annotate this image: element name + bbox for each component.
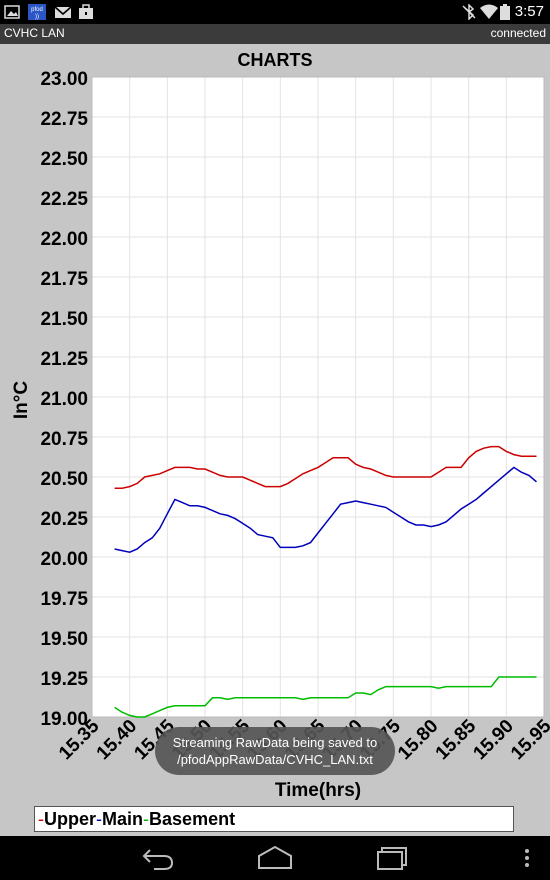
legend-swatch-upper: - bbox=[38, 809, 44, 829]
wifi-icon bbox=[480, 4, 498, 19]
pfod-app-icon: pfod )) bbox=[28, 4, 46, 20]
grid bbox=[91, 76, 545, 718]
x-tick-label: 15.40 bbox=[93, 716, 141, 764]
legend-label-upper: Upper bbox=[44, 809, 97, 829]
navigation-bar bbox=[0, 836, 550, 880]
app-title-bar: CVHC LAN connected bbox=[0, 24, 550, 44]
home-icon[interactable] bbox=[256, 844, 294, 872]
battery-icon bbox=[500, 4, 510, 20]
x-tick-label: 15.95 bbox=[507, 715, 550, 764]
temperature-chart: 19.00 19.25 19.50 19.75 20.00 20.25 20.50 20.75… bbox=[11, 50, 550, 801]
chart-legend: -Upper-Main-Basement bbox=[34, 806, 514, 832]
x-tick-label: 15.85 bbox=[432, 715, 481, 764]
x-tick-label: 15.80 bbox=[394, 716, 442, 764]
y-tick-label: 19.00 bbox=[40, 709, 88, 730]
y-tick-label: 21.50 bbox=[40, 309, 88, 330]
status-bar: pfod )) 3:57 bbox=[0, 0, 550, 24]
plot-border bbox=[91, 76, 545, 718]
svg-text:)): )) bbox=[35, 14, 39, 20]
legend-swatch-basement: - bbox=[143, 809, 150, 829]
series-line-basement bbox=[114, 676, 537, 718]
y-tick-label: 20.50 bbox=[40, 469, 88, 490]
y-tick-label: 19.50 bbox=[40, 629, 88, 650]
y-tick-label: 21.75 bbox=[40, 269, 88, 290]
y-tick-label: 20.75 bbox=[40, 429, 88, 450]
gmail-icon bbox=[54, 6, 72, 18]
y-tick-label: 21.00 bbox=[40, 389, 88, 410]
svg-text:pfod: pfod bbox=[31, 7, 43, 13]
back-icon[interactable] bbox=[140, 844, 176, 872]
connection-status: connected bbox=[490, 26, 546, 40]
y-tick-label: 23.00 bbox=[40, 69, 88, 90]
chart-area: 19.00 19.25 19.50 19.75 20.00 20.25 20.50 20.75… bbox=[0, 44, 550, 836]
legend-label-main: Main bbox=[102, 809, 144, 829]
clock: 3:57 bbox=[514, 3, 544, 20]
bluetooth-off-icon bbox=[462, 4, 476, 20]
legend-swatch-main: - bbox=[96, 809, 103, 829]
y-axis-label: In°C bbox=[11, 381, 32, 419]
briefcase-icon bbox=[79, 4, 93, 19]
y-tick-label: 19.25 bbox=[40, 669, 88, 690]
y-tick-label: 20.25 bbox=[40, 509, 88, 530]
series-line-main bbox=[114, 466, 537, 553]
toast-line-1: Streaming RawData being saved to bbox=[172, 735, 378, 750]
app-title: CVHC LAN bbox=[4, 26, 65, 40]
y-tick-label: 21.25 bbox=[40, 349, 88, 370]
toast-notification: Streaming RawData being saved to /pfodAp… bbox=[155, 727, 395, 775]
x-axis-label: Time(hrs) bbox=[275, 780, 361, 801]
legend-label-basement: Basement bbox=[149, 809, 236, 829]
y-tick-label: 20.00 bbox=[40, 549, 88, 570]
y-tick-label: 22.25 bbox=[40, 189, 88, 210]
y-tick-label: 22.50 bbox=[40, 149, 88, 170]
y-tick-label: 19.75 bbox=[40, 589, 88, 610]
x-tick-label: 15.90 bbox=[469, 716, 517, 764]
recent-apps-icon[interactable] bbox=[374, 844, 410, 872]
chart-title: CHARTS bbox=[238, 50, 313, 70]
image-icon bbox=[4, 5, 20, 19]
y-tick-label: 22.00 bbox=[40, 229, 88, 250]
toast-line-2: /pfodAppRawData/CVHC_LAN.txt bbox=[177, 752, 373, 767]
series-lines bbox=[114, 445, 537, 718]
y-tick-label: 22.75 bbox=[40, 109, 88, 130]
series-line-upper bbox=[114, 445, 537, 489]
overflow-menu-icon[interactable] bbox=[520, 844, 534, 872]
